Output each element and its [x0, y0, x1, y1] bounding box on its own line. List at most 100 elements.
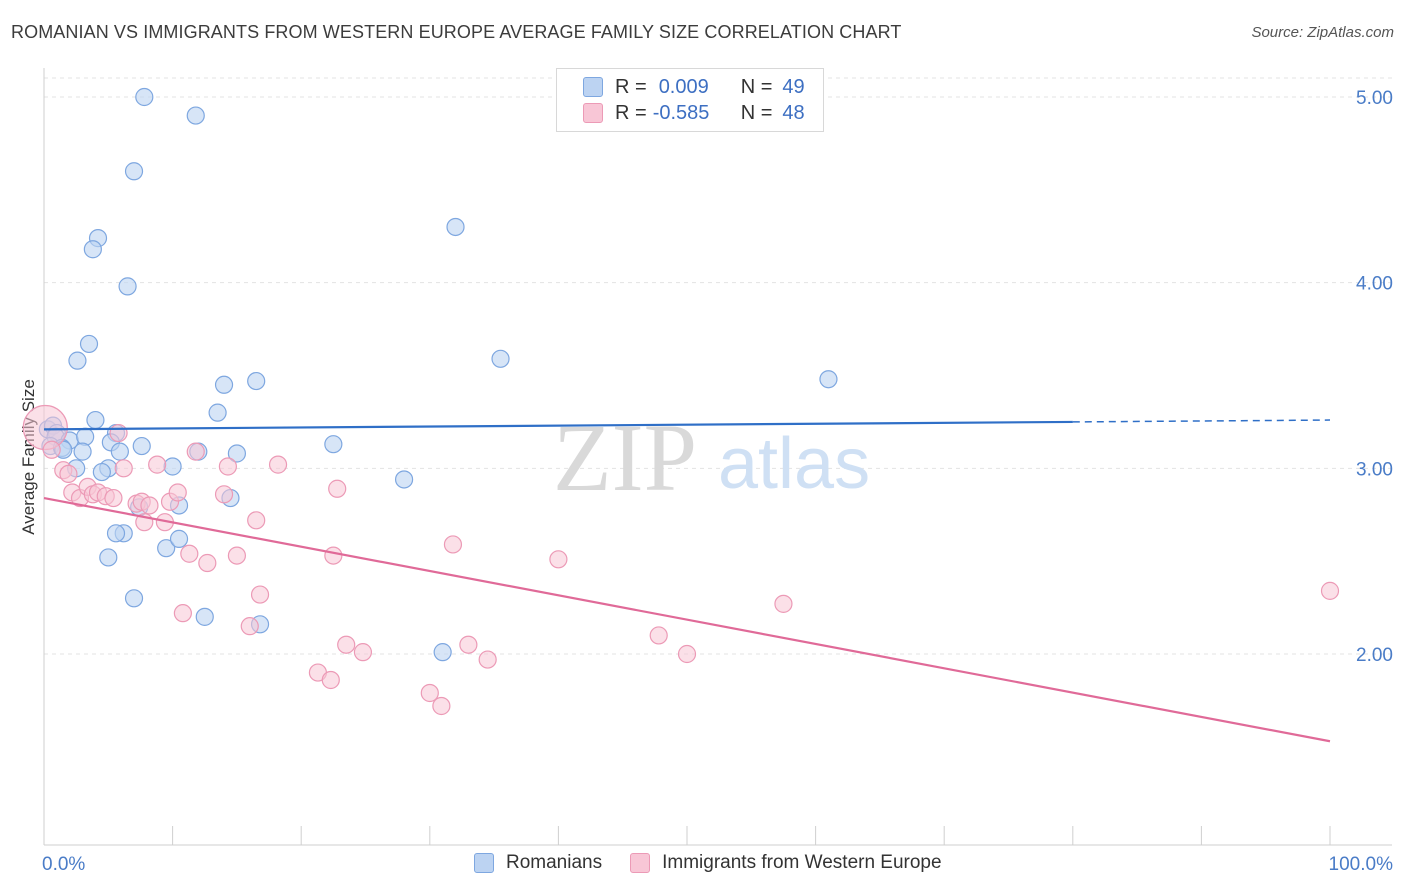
data-point-romanians: [214, 375, 234, 394]
data-point-immigrants: [214, 485, 234, 504]
grid-lines: [44, 77, 1392, 655]
data-point-romanians: [135, 87, 154, 107]
data-point-immigrants: [109, 423, 128, 443]
y-axis-label: Average Family Size: [19, 379, 38, 535]
data-point-immigrants: [549, 550, 568, 569]
data-point-immigrants: [140, 496, 159, 515]
data-point-immigrants: [148, 455, 167, 474]
series-immigrants-western-europe: [22, 404, 1340, 716]
watermark-zip: ZIP: [553, 404, 697, 511]
data-point-immigrants: [478, 650, 497, 669]
data-point-romanians: [118, 277, 137, 296]
data-point-romanians: [86, 410, 105, 430]
data-point-romanians: [247, 371, 266, 391]
data-point-romanians: [195, 607, 214, 626]
watermark: ZIP atlas: [553, 404, 870, 511]
data-point-immigrants: [324, 546, 343, 565]
x-tick-labels: 0.0% 100.0%: [42, 854, 1393, 875]
x-tick-label: 100.0%: [1329, 854, 1394, 875]
legend-n-value: 48: [782, 101, 805, 124]
legend-label: Immigrants from Western Europe: [662, 852, 942, 873]
data-point-romanians: [124, 162, 144, 181]
data-point-immigrants: [321, 670, 340, 690]
legend-swatch-blue: [583, 77, 603, 97]
legend-label: Romanians: [506, 852, 603, 873]
trend-lines: [43, 419, 1331, 743]
data-point-immigrants: [649, 626, 668, 645]
data-point-immigrants: [250, 585, 270, 604]
trend-line-immigrants: [43, 496, 1331, 743]
data-point-romanians: [227, 444, 246, 463]
legend-n-label: N =: [740, 75, 773, 98]
axes: [43, 68, 1392, 846]
trend-line-romanians: [43, 420, 1073, 431]
data-point-immigrants: [328, 479, 347, 498]
y-tick-labels: 2.00 3.00 4.00 5.00: [1356, 88, 1393, 666]
data-point-romanians: [819, 370, 838, 389]
data-point-immigrants: [774, 594, 793, 613]
trend-line-romanians-extension: [1072, 419, 1331, 423]
legend-n-value: 49: [782, 75, 805, 98]
data-point-romanians: [76, 427, 95, 446]
legend-item-romanians[interactable]: Romanians: [474, 852, 602, 874]
data-point-immigrants: [1320, 581, 1340, 600]
data-point-romanians: [394, 470, 414, 489]
data-point-romanians: [157, 539, 176, 558]
data-point-immigrants: [104, 488, 123, 508]
data-point-romanians: [186, 106, 205, 125]
data-point-romanians: [83, 240, 102, 259]
legend-n-label: N =: [740, 101, 773, 124]
data-point-romanians: [324, 435, 343, 454]
data-point-immigrants: [180, 544, 199, 563]
data-point-immigrants: [42, 440, 61, 459]
data-point-romanians: [208, 403, 227, 422]
source-label: Source: ZipAtlas.com: [1251, 24, 1394, 41]
data-point-immigrants: [22, 404, 68, 451]
legend-r-label: R =: [615, 75, 647, 98]
legend-r-value: 0.009: [658, 75, 709, 98]
data-point-immigrants: [198, 553, 217, 573]
data-point-romanians: [68, 351, 87, 370]
legend-r-label: R =: [615, 101, 647, 124]
y-tick-label: 5.00: [1356, 88, 1393, 109]
x-tick-label: 0.0%: [42, 854, 85, 875]
chart-title: ROMANIAN VS IMMIGRANTS FROM WESTERN EURO…: [11, 22, 902, 42]
data-point-romanians: [79, 334, 99, 354]
legend-item-immigrants[interactable]: Immigrants from Western Europe: [630, 852, 942, 874]
data-point-immigrants: [268, 455, 288, 474]
legend-r-value: -0.585: [652, 101, 710, 124]
y-tick-label: 4.00: [1356, 274, 1393, 295]
data-point-immigrants: [337, 635, 356, 654]
data-point-romanians: [106, 524, 126, 543]
data-point-immigrants: [247, 511, 266, 530]
data-point-romanians: [124, 589, 144, 608]
data-point-immigrants: [677, 644, 697, 664]
data-point-romanians: [491, 349, 510, 368]
data-point-immigrants: [186, 442, 205, 461]
data-point-immigrants: [432, 696, 451, 716]
y-tick-label: 3.00: [1356, 459, 1393, 480]
data-point-romanians: [92, 462, 111, 482]
data-point-immigrants: [240, 617, 259, 636]
data-point-immigrants: [443, 535, 463, 554]
series-legend: Romanians Immigrants from Western Europe: [474, 852, 970, 874]
legend-swatch-blue: [474, 853, 494, 873]
data-point-immigrants: [173, 604, 192, 623]
data-point-romanians: [132, 436, 151, 456]
data-point-immigrants: [227, 546, 246, 565]
data-point-romanians: [169, 529, 189, 548]
legend-row-immigrants: R = -0.585 N = 48: [583, 100, 805, 126]
data-point-immigrants: [59, 464, 78, 484]
watermark-atlas: atlas: [718, 424, 870, 504]
legend-row-romanians: R = 0.009 N = 49: [583, 74, 805, 100]
data-point-romanians: [433, 643, 452, 662]
data-point-romanians: [99, 548, 118, 567]
series-romanians: [38, 87, 838, 662]
legend-swatch-pink: [583, 103, 603, 123]
correlation-legend: R = 0.009 N = 49 R = -0.585 N = 48: [556, 68, 824, 132]
data-point-romanians: [73, 442, 92, 461]
data-point-immigrants: [218, 457, 237, 476]
data-point-immigrants: [353, 643, 373, 662]
data-point-romanians: [446, 217, 465, 237]
